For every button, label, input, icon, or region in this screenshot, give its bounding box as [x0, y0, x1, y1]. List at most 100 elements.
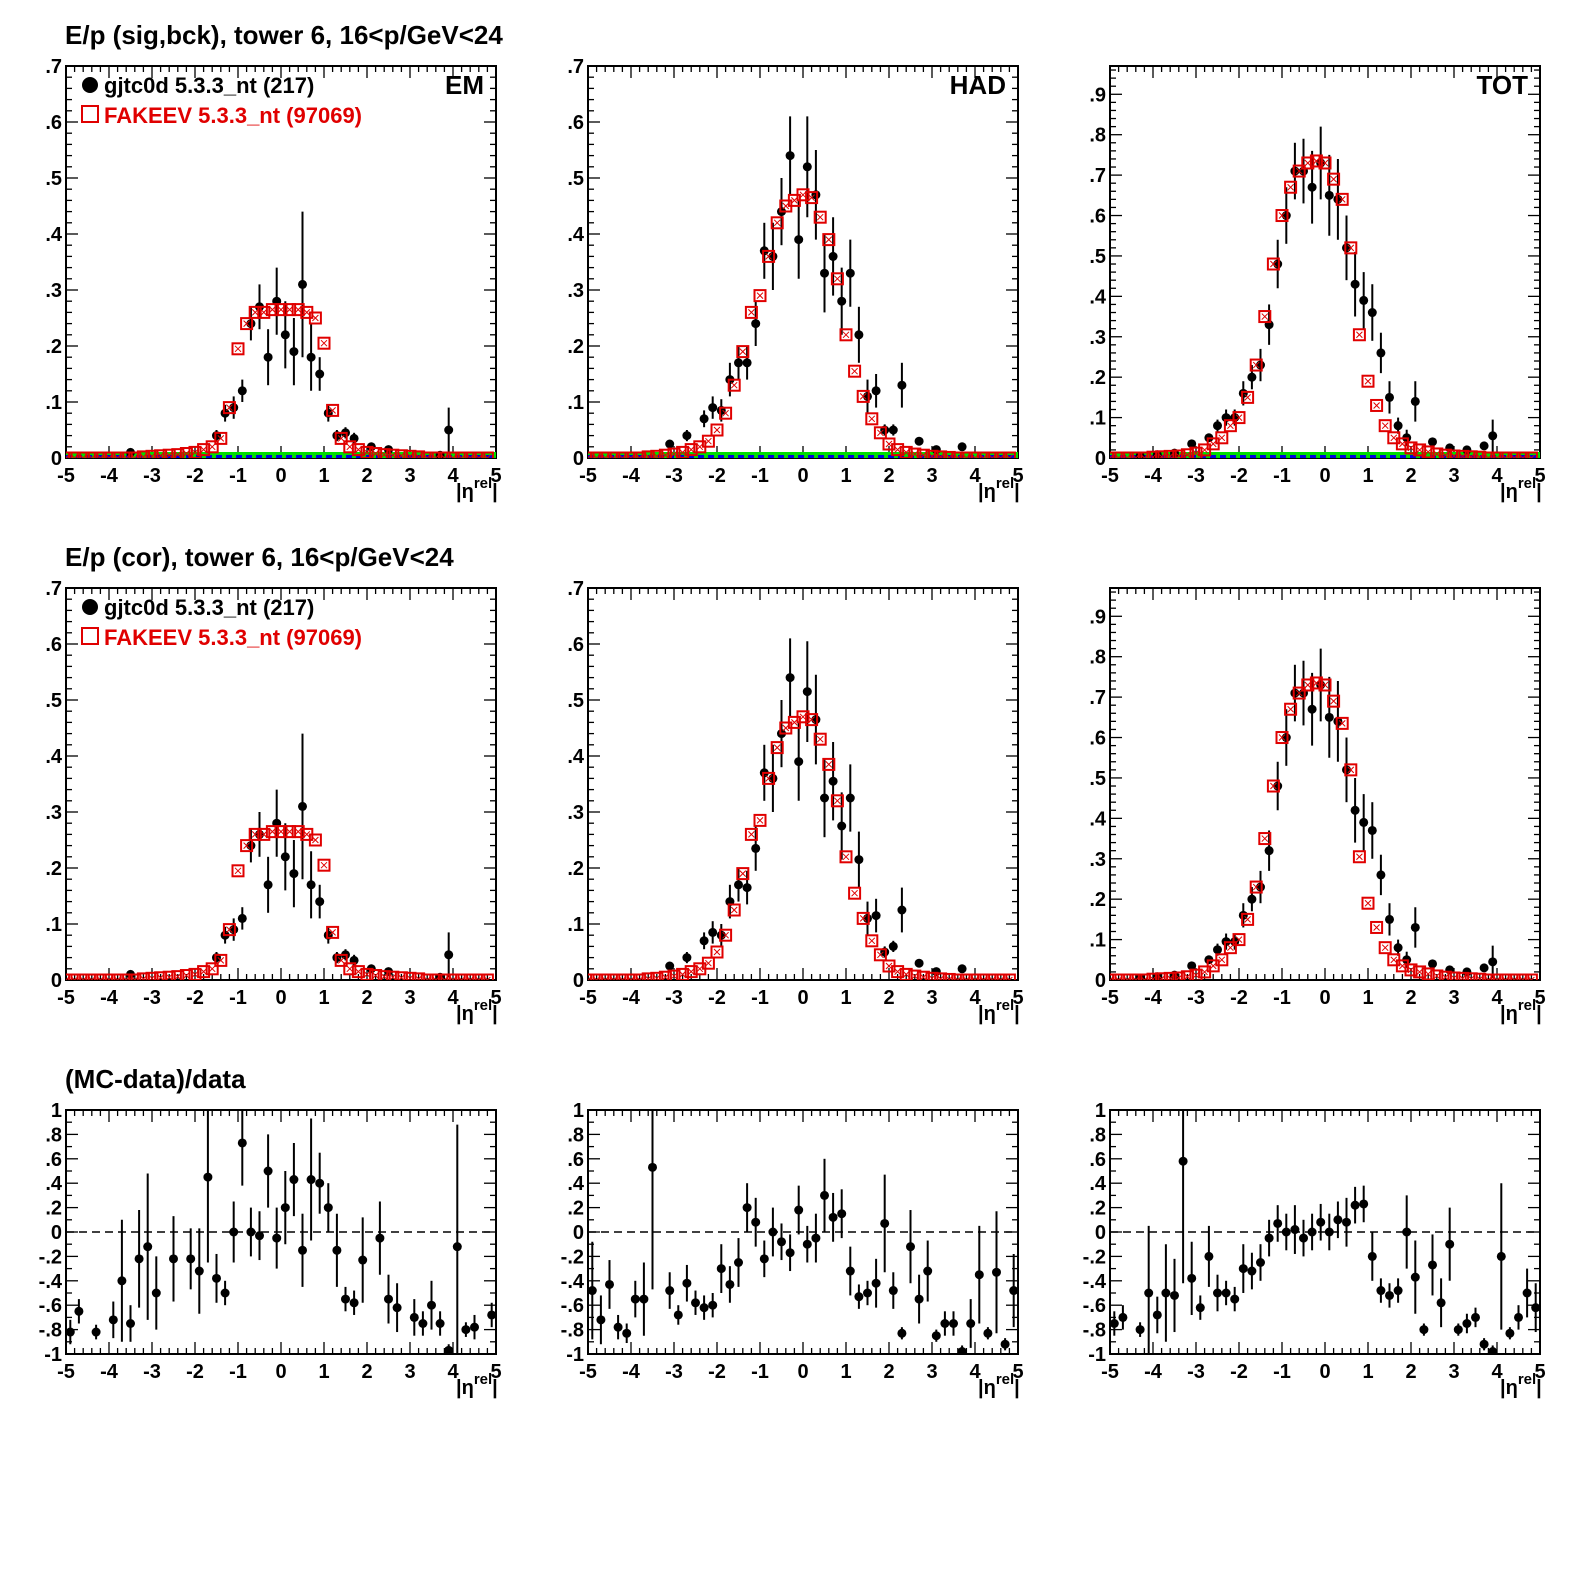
data-point — [734, 358, 743, 368]
data-point — [794, 757, 804, 767]
data-point — [673, 1310, 683, 1320]
mc-point-cross — [452, 976, 457, 980]
mc-point — [813, 732, 827, 746]
mc-point-cross — [722, 931, 729, 939]
mc-point — [480, 973, 494, 980]
panel-r1_em-data — [66, 211, 496, 458]
mc-point-cross — [432, 976, 437, 980]
mc-point-cross — [423, 976, 428, 980]
mc-point-cross — [1390, 956, 1398, 964]
mc-point — [934, 450, 948, 458]
data-point — [315, 897, 325, 907]
mc-point-cross — [380, 973, 388, 980]
mc-point-cross — [1407, 444, 1415, 452]
data-point — [444, 1345, 454, 1354]
panel-r1_had-xlabel-bar: | — [1014, 481, 1020, 503]
data-point — [1419, 1325, 1429, 1335]
data-point — [931, 967, 941, 977]
mc-point-cross — [122, 454, 127, 458]
mc-point-cross — [595, 976, 600, 980]
panel-r3_had-xtick-label: 1 — [840, 1361, 851, 1383]
data-point — [1342, 765, 1351, 775]
mc-point — [839, 328, 853, 342]
mc-point-cross — [389, 451, 397, 458]
panel-r3_tot-xtick-label: -5 — [1101, 1361, 1119, 1383]
mc-point — [85, 451, 99, 458]
mc-point-cross — [593, 976, 598, 980]
mc-point — [1344, 763, 1358, 777]
panel-r2_tot-ytick-label: .8 — [1089, 647, 1106, 669]
mc-point — [1215, 953, 1229, 967]
mc-point-cross — [1159, 975, 1165, 980]
mc-point-cross — [1528, 454, 1533, 458]
data-point — [983, 1328, 993, 1338]
data-point — [897, 1328, 907, 1338]
data-point — [785, 151, 795, 161]
mc-point-cross — [638, 976, 643, 980]
data-point — [384, 1294, 393, 1304]
mc-point-cross — [1485, 976, 1490, 980]
mc-point-cross — [1252, 361, 1260, 369]
mc-point — [265, 825, 279, 839]
panel-r3_had-xtick-label: 5 — [1012, 1361, 1023, 1383]
panel-r1_tot-xtick-label: -4 — [1144, 465, 1163, 487]
data-point — [1170, 1290, 1179, 1300]
mc-point-cross — [1478, 453, 1484, 458]
panel-r2_tot-xtick-label: -2 — [1230, 987, 1248, 1009]
mc-point-cross — [1295, 689, 1303, 697]
legend-mc-label: FAKEEV 5.3.3_nt (97069) — [104, 103, 362, 128]
panel-r1_tot-ytick-label: .5 — [1089, 246, 1106, 268]
mc-point — [899, 445, 913, 458]
mc-point — [770, 216, 784, 230]
mc-point-cross — [1330, 175, 1337, 183]
mc-point-cross — [1373, 402, 1380, 409]
panel-r3_had-xtick-label: -5 — [579, 1361, 597, 1383]
data-point — [1385, 1290, 1394, 1300]
mc-point-cross — [1313, 679, 1320, 687]
panel-r1_em-legend: gjtc0d 5.3.3_nt (217) FAKEEV 5.3.3_nt (97… — [81, 73, 362, 128]
data-point — [751, 1217, 761, 1227]
mc-point-cross — [1141, 976, 1146, 980]
mc-point-cross — [1313, 157, 1320, 165]
panel-r1_em-ytick-label: .7 — [45, 56, 62, 78]
data-point — [280, 330, 290, 340]
mc-point-cross — [1159, 453, 1165, 458]
panel-r3_tot-ytick-label: .6 — [1089, 1149, 1106, 1171]
mc-point-cross — [588, 976, 592, 980]
mc-point-cross — [646, 453, 652, 458]
mc-point — [386, 970, 400, 980]
data-point — [263, 1166, 273, 1176]
panel-r3_had-series-0 — [588, 1110, 1018, 1354]
mc-point — [1275, 731, 1289, 745]
panel-r2_tot: -5 -4 -3 -2 -1 0 1 2 3 4 50.1.2.3.4.5.6.7.8.9|ηrel… — [1089, 587, 1546, 1025]
mc-point-cross — [1110, 454, 1114, 458]
mc-point-cross — [894, 446, 901, 453]
panel-r2_tot-xtick-label: -5 — [1101, 987, 1119, 1009]
data-point — [1307, 1227, 1317, 1237]
mc-point-cross — [208, 443, 216, 451]
mc-point — [1258, 832, 1272, 846]
panel-r3_had-data — [588, 1110, 1018, 1354]
panel-r3_had-ytick-label: -.4 — [561, 1271, 585, 1293]
mc-point — [119, 451, 133, 458]
data-point — [452, 1242, 462, 1252]
legend-data-label: gjtc0d 5.3.3_nt (217) — [104, 595, 314, 620]
panel-r2_tot-ytick-label: .3 — [1089, 849, 1106, 871]
mc-point-cross — [329, 407, 336, 414]
panel-r1_tot-xtick-label: -3 — [1187, 465, 1205, 487]
panel-r3_em: -5 -4 -3 -2 -1 0 1 2 3 4 5-1-.8-.6-.4-.20.2.4.6.81… — [39, 1100, 502, 1399]
mc-point — [334, 431, 348, 445]
data-point — [1359, 295, 1369, 305]
mc-point — [848, 886, 862, 900]
panel-r3_tot-xtick-label: 4 — [1491, 1361, 1503, 1383]
mc-point — [985, 451, 999, 458]
mc-point-cross — [1493, 454, 1498, 458]
mc-point-cross — [1209, 440, 1217, 448]
panel-r2_tot-xlabel-sup: rel — [1518, 997, 1536, 1014]
mc-point-cross — [71, 976, 76, 980]
mc-point-cross — [1530, 454, 1535, 458]
data-point — [811, 715, 821, 725]
mc-point-cross — [157, 452, 164, 458]
panel-r1_em-label: EM — [445, 70, 484, 100]
mc-point-cross — [816, 213, 824, 221]
